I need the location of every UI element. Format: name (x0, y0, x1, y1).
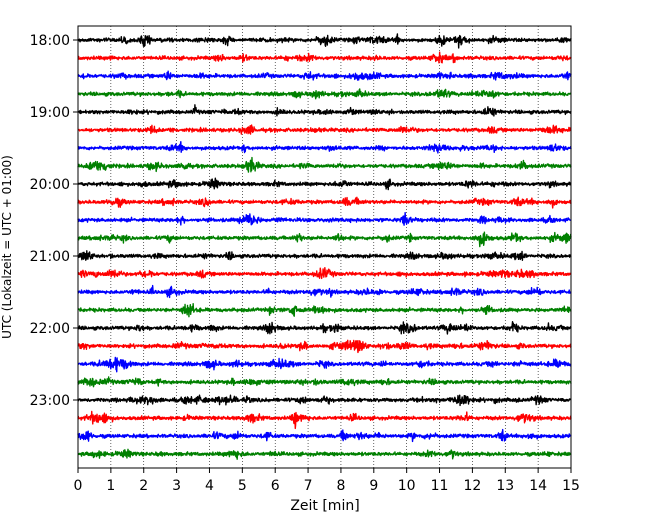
trace-line (77, 266, 572, 280)
trace-line (77, 51, 572, 64)
trace-line (77, 394, 572, 407)
y-tick-label: 22:00 (30, 321, 70, 337)
x-tick-label: 11 (431, 478, 449, 494)
trace-line (77, 356, 572, 373)
y-tick-label: 23:00 (30, 393, 70, 409)
trace-line (77, 448, 572, 460)
x-tick-label: 14 (529, 478, 547, 494)
trace-line (77, 321, 572, 335)
trace-line (77, 156, 572, 173)
plot-background (78, 26, 571, 468)
x-tick-label: 6 (271, 478, 280, 494)
x-tick-label: 12 (463, 478, 481, 494)
trace-line (77, 124, 572, 135)
x-tick-label: 3 (172, 478, 181, 494)
seismic-traces (77, 33, 572, 460)
x-tick-label: 13 (496, 478, 514, 494)
y-axis-ticks: 18:00 19:00 20:00 21:00 22:00 23:00 (30, 33, 78, 409)
trace-line (77, 284, 572, 299)
x-tick-label: 9 (369, 478, 378, 494)
trace-line (77, 104, 572, 117)
trace-line (77, 303, 572, 318)
trace-line (77, 211, 572, 226)
trace-line (77, 70, 572, 81)
trace-line (77, 231, 572, 248)
x-tick-label: 8 (336, 478, 345, 494)
trace-line (77, 428, 572, 443)
y-axis-label: UTC (Lokalzeit = UTC + 01:00) (0, 155, 14, 339)
trace-line (77, 196, 572, 209)
y-tick-label: 19:00 (30, 105, 70, 121)
trace-line (77, 410, 572, 430)
trace-line (77, 250, 572, 261)
trace-line (77, 376, 572, 388)
trace-line (77, 177, 572, 191)
y-tick-label: 21:00 (30, 249, 70, 265)
x-tick-label: 1 (106, 478, 115, 494)
x-tick-label: 5 (238, 478, 247, 494)
y-tick-label: 20:00 (30, 177, 70, 193)
x-tick-label: 7 (304, 478, 313, 494)
x-axis-label: Zeit [min] (290, 498, 359, 514)
x-tick-label: 2 (139, 478, 148, 494)
plot-frame (77, 25, 572, 469)
y-tick-label: 18:00 (30, 33, 70, 49)
x-tick-label: 15 (562, 478, 580, 494)
x-tick-label: 0 (74, 478, 83, 494)
trace-line (77, 141, 572, 154)
x-tick-label: 4 (205, 478, 214, 494)
trace-line (77, 88, 572, 100)
x-axis-ticks: 0 1 2 3 4 5 6 7 8 9 10 11 12 13 14 15 (74, 468, 580, 494)
x-tick-label: 10 (398, 478, 416, 494)
trace-line (77, 339, 572, 354)
trace-line (77, 33, 572, 49)
